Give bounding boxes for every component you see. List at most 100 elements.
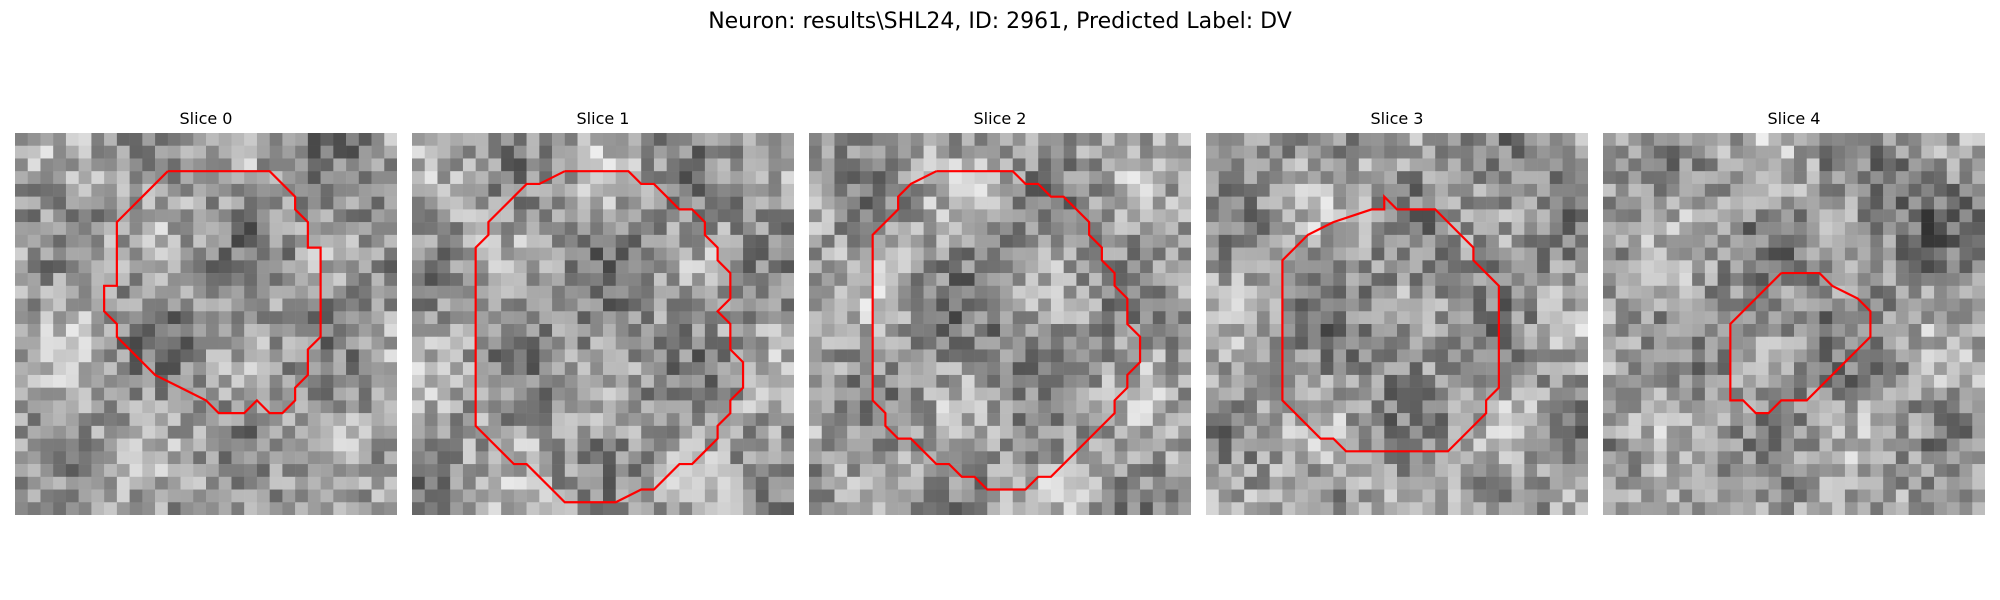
image-pixel [116, 324, 130, 337]
image-pixel [1575, 425, 1588, 439]
image-pixel [1870, 273, 1884, 287]
image-pixel [40, 451, 54, 465]
image-pixel [1653, 260, 1667, 274]
image-pixel [1282, 349, 1296, 363]
image-pixel [961, 298, 975, 312]
image-pixel [91, 336, 105, 350]
image-pixel [40, 260, 54, 274]
image-pixel [1832, 171, 1846, 185]
image-pixel [910, 324, 924, 337]
image-pixel [1537, 145, 1551, 159]
image-pixel [155, 222, 169, 236]
image-pixel [1946, 171, 1960, 185]
image-pixel [1371, 349, 1385, 363]
image-pixel [577, 387, 591, 401]
image-pixel [859, 285, 873, 299]
image-pixel [40, 247, 54, 261]
image-pixel [371, 387, 385, 401]
image-pixel [1615, 158, 1629, 172]
image-pixel [590, 451, 604, 465]
image-pixel [717, 362, 731, 376]
image-pixel [974, 311, 988, 325]
image-pixel [1282, 145, 1296, 159]
image-pixel [1717, 209, 1731, 223]
image-pixel [961, 133, 975, 146]
image-pixel [1946, 260, 1960, 274]
image-pixel [641, 234, 655, 248]
image-pixel [15, 222, 28, 236]
image-pixel [1371, 209, 1385, 223]
image-pixel [1089, 145, 1103, 159]
image-pixel [40, 145, 54, 159]
image-pixel [987, 311, 1001, 325]
image-pixel [475, 171, 489, 185]
image-pixel [1832, 349, 1846, 363]
image-pixel [1178, 158, 1191, 172]
image-pixel [1717, 464, 1731, 478]
image-pixel [1089, 222, 1103, 236]
image-pixel [1641, 324, 1655, 337]
image-pixel [15, 413, 28, 427]
image-pixel [371, 234, 385, 248]
image-pixel [244, 234, 258, 248]
image-pixel [1895, 285, 1909, 299]
image-pixel [577, 425, 591, 439]
image-pixel [1755, 324, 1769, 337]
image-pixel [872, 438, 886, 452]
image-pixel [424, 133, 438, 146]
image-pixel [679, 349, 693, 363]
image-pixel [206, 502, 219, 515]
image-pixel [1000, 273, 1013, 287]
image-pixel [743, 209, 757, 223]
image-pixel [1717, 502, 1731, 515]
image-pixel [1806, 196, 1820, 210]
image-pixel [244, 413, 258, 427]
image-pixel [513, 362, 527, 376]
image-pixel [552, 349, 566, 363]
image-pixel [641, 476, 655, 490]
image-pixel [346, 464, 360, 478]
image-pixel [1409, 336, 1423, 350]
image-pixel [936, 413, 950, 427]
image-pixel [847, 247, 861, 261]
image-pixel [15, 336, 28, 350]
image-pixel [142, 285, 156, 299]
image-pixel [1063, 311, 1077, 325]
image-pixel [142, 476, 156, 490]
image-pixel [1549, 133, 1563, 146]
image-pixel [346, 476, 360, 490]
image-pixel [1127, 133, 1141, 146]
image-pixel [885, 451, 899, 465]
image-pixel [104, 209, 118, 223]
image-pixel [1000, 145, 1013, 159]
image-pixel [155, 425, 169, 439]
image-pixel [1921, 145, 1935, 159]
image-pixel [526, 285, 540, 299]
image-pixel [1460, 260, 1474, 274]
image-pixel [1038, 133, 1052, 146]
image-pixel [1295, 285, 1309, 299]
image-pixel [1844, 196, 1858, 210]
image-pixel [847, 222, 861, 236]
image-pixel [1218, 489, 1232, 503]
image-pixel [475, 362, 489, 376]
image-pixel [1575, 145, 1588, 159]
image-pixel [704, 489, 718, 503]
image-pixel [1358, 374, 1372, 388]
image-pixel [923, 336, 937, 350]
image-pixel [1679, 183, 1693, 197]
image-pixel [167, 171, 181, 185]
image-pixel [603, 349, 616, 363]
image-pixel [1447, 133, 1461, 146]
image-pixel [1895, 158, 1909, 172]
image-pixel [1870, 285, 1884, 299]
image-pixel [1152, 234, 1166, 248]
image-pixel [180, 158, 194, 172]
image-pixel [1781, 145, 1795, 159]
image-pixel [1320, 273, 1334, 287]
image-pixel [1114, 183, 1128, 197]
image-pixel [1256, 387, 1270, 401]
image-pixel [809, 387, 822, 401]
image-pixel [526, 489, 540, 503]
image-pixel [872, 183, 886, 197]
